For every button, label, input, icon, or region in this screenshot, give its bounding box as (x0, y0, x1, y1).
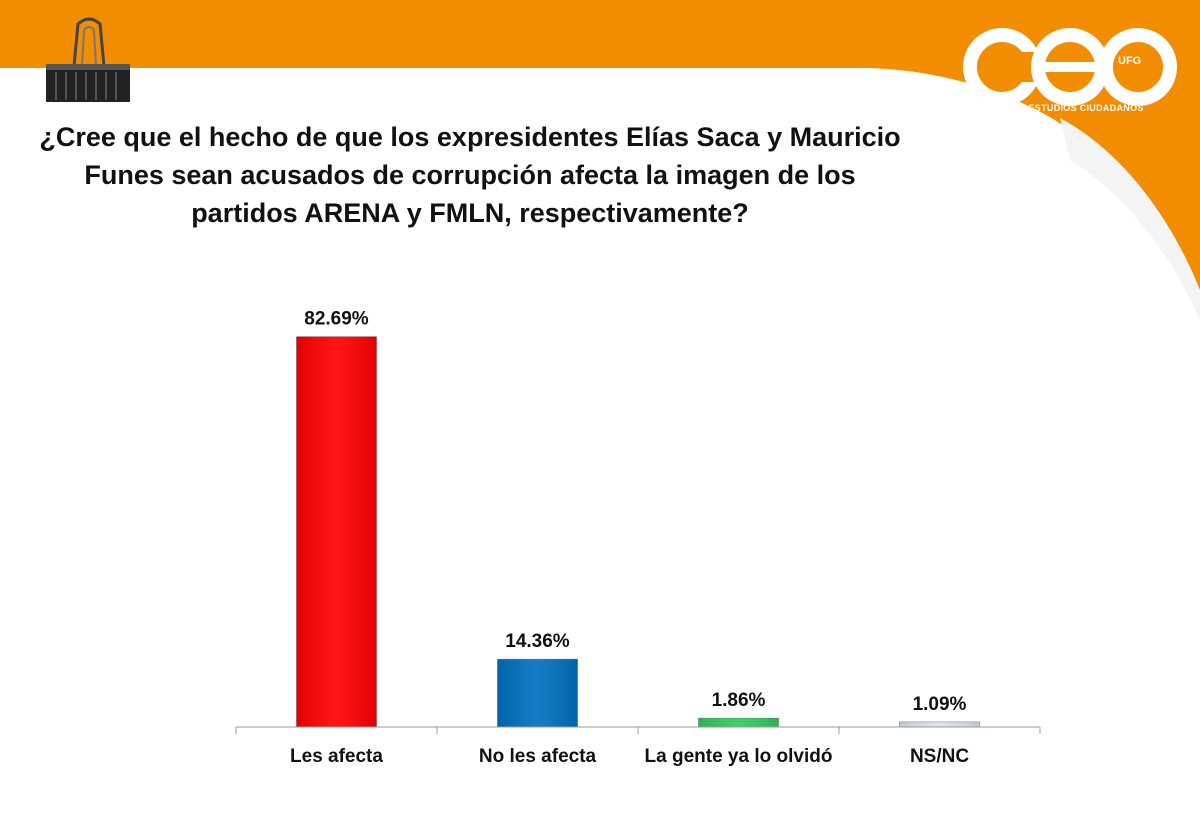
category-label-1: No les afecta (478, 746, 597, 767)
binder-clip-icon (46, 17, 130, 102)
category-label-3: NS/NC (909, 746, 970, 767)
bar-shade-1 (497, 659, 578, 727)
bar-shade-2 (698, 718, 779, 727)
category-label-0: Les afecta (290, 746, 383, 767)
value-label-1: 14.36% (505, 631, 570, 652)
logo-ufg-text: UFG (1118, 55, 1142, 67)
bar-shade-0 (296, 336, 377, 727)
bar-shade-3 (899, 721, 980, 727)
value-label-0: 82.69% (304, 309, 369, 330)
value-label-3: 1.09% (913, 694, 967, 715)
chart-title: ¿Cree que el hecho de que los expresiden… (39, 122, 901, 228)
value-label-2: 1.86% (712, 690, 766, 711)
logo-subtitle: CENTRO DE ESTUDIOS CIUDADANOS (970, 103, 1144, 113)
cec-logo-icon (963, 28, 1177, 106)
category-label-2: La gente ya lo olvidó (644, 746, 833, 767)
